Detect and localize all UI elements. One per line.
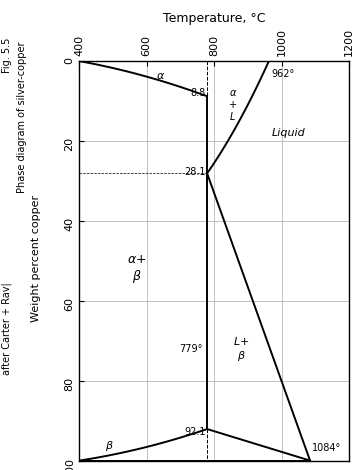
Text: Liquid: Liquid bbox=[271, 128, 305, 138]
Text: $\alpha$: $\alpha$ bbox=[156, 71, 165, 81]
Text: $\alpha$+
$\beta$: $\alpha$+ $\beta$ bbox=[127, 253, 146, 285]
Text: 28.1: 28.1 bbox=[184, 167, 206, 177]
Text: $\alpha$
+
L: $\alpha$ + L bbox=[229, 88, 237, 122]
Title: Temperature, °C: Temperature, °C bbox=[163, 12, 265, 25]
Text: $\beta$: $\beta$ bbox=[105, 439, 114, 453]
Text: 92.1: 92.1 bbox=[184, 427, 206, 437]
Text: 962°: 962° bbox=[271, 69, 295, 79]
Text: after Carter + Rav|: after Carter + Rav| bbox=[2, 282, 13, 376]
Text: 779°: 779° bbox=[180, 344, 203, 354]
Text: $L$+
$\beta$: $L$+ $\beta$ bbox=[233, 335, 249, 363]
Text: 8.8: 8.8 bbox=[190, 88, 206, 98]
Text: Weight percent copper: Weight percent copper bbox=[31, 195, 41, 322]
Text: 1084°: 1084° bbox=[312, 443, 341, 453]
Text: Fig. 5.5: Fig. 5.5 bbox=[2, 38, 12, 73]
Text: Phase diagram of silver-copper: Phase diagram of silver-copper bbox=[17, 42, 27, 193]
